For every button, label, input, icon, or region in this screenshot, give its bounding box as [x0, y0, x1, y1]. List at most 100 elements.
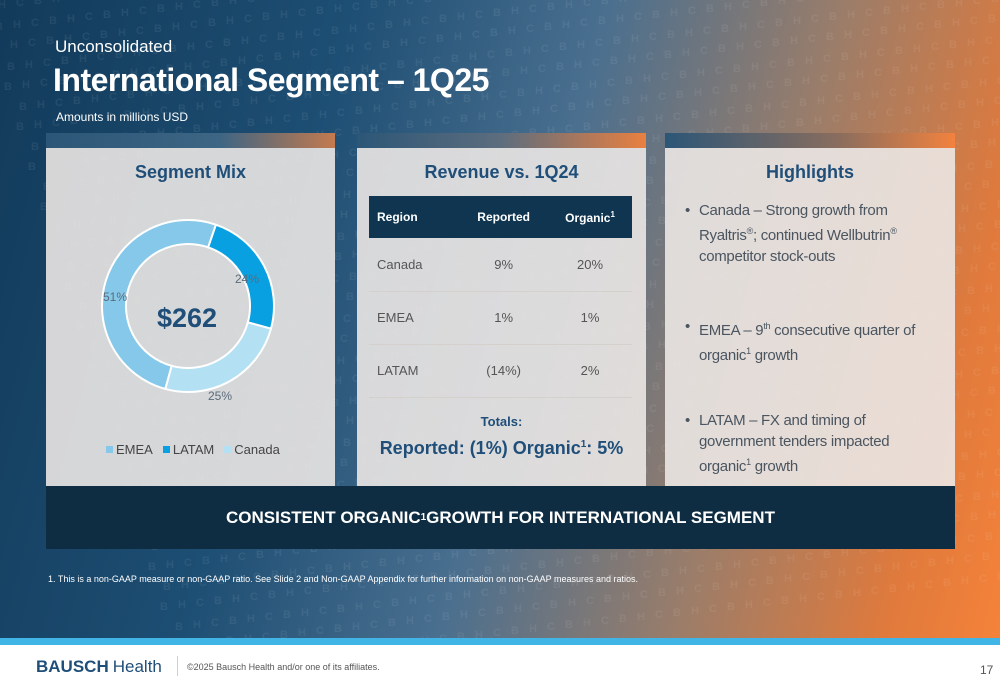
svg-text:C: C: [184, 557, 192, 569]
svg-text:C: C: [865, 7, 873, 19]
svg-text:H: H: [229, 0, 237, 7]
svg-text:H: H: [241, 35, 249, 47]
svg-text:B: B: [652, 381, 660, 393]
svg-text:C: C: [199, 577, 207, 589]
svg-text:C: C: [205, 39, 213, 51]
svg-text:B: B: [664, 49, 672, 61]
svg-text:H: H: [649, 279, 657, 291]
svg-text:B: B: [892, 65, 900, 77]
svg-text:C: C: [973, 0, 981, 7]
svg-text:H: H: [298, 627, 306, 639]
svg-text:C: C: [856, 565, 864, 577]
svg-text:B: B: [157, 3, 165, 15]
svg-text:H: H: [307, 69, 315, 81]
svg-text:C: C: [97, 51, 105, 63]
svg-text:C: C: [160, 105, 168, 117]
highlights-title: Highlights: [766, 162, 854, 182]
svg-text:C: C: [940, 101, 948, 113]
svg-text:H: H: [508, 25, 516, 37]
svg-text:B: B: [265, 0, 273, 3]
svg-text:C: C: [583, 0, 591, 9]
svg-text:B: B: [331, 397, 339, 409]
svg-text:C: C: [973, 367, 981, 379]
svg-text:H: H: [724, 1, 732, 13]
svg-text:B: B: [619, 613, 627, 625]
totals-footnote: 1: [580, 439, 587, 450]
col-organic: Organic1: [548, 196, 632, 238]
svg-text:H: H: [175, 1, 183, 13]
svg-text:B: B: [352, 125, 360, 137]
svg-text:B: B: [310, 543, 318, 555]
svg-text:H: H: [658, 339, 666, 351]
svg-text:B: B: [646, 547, 654, 559]
svg-text:H: H: [355, 601, 363, 613]
svg-text:H: H: [892, 561, 900, 573]
svg-text:B: B: [970, 511, 978, 523]
svg-text:H: H: [625, 571, 633, 583]
svg-text:B: B: [658, 587, 666, 599]
organic-cell: 2%: [548, 344, 632, 398]
svg-text:B: B: [571, 81, 579, 93]
svg-text:B: B: [442, 611, 450, 623]
svg-text:H: H: [304, 89, 312, 101]
svg-text:H: H: [682, 47, 690, 59]
svg-text:C: C: [835, 93, 843, 105]
svg-text:B: B: [877, 543, 885, 555]
svg-text:C: C: [682, 543, 690, 555]
svg-text:H: H: [832, 0, 840, 1]
svg-text:B: B: [16, 121, 24, 133]
highlights-accent-bar: [665, 133, 955, 148]
svg-text:B: B: [214, 595, 222, 607]
svg-text:B: B: [904, 105, 912, 117]
svg-text:B: B: [742, 123, 750, 135]
svg-text:H: H: [409, 595, 417, 607]
svg-text:C: C: [175, 125, 183, 137]
svg-text:B: B: [880, 25, 888, 37]
svg-text:H: H: [844, 29, 852, 41]
svg-text:H: H: [913, 43, 921, 55]
svg-text:H: H: [628, 53, 636, 65]
svg-text:B: B: [334, 623, 342, 635]
page-number: 17: [980, 663, 994, 677]
footer-divider: [177, 656, 178, 676]
svg-text:C: C: [634, 11, 642, 23]
svg-text:B: B: [379, 557, 387, 569]
svg-text:B: B: [895, 45, 903, 57]
svg-text:C: C: [151, 45, 159, 57]
svg-text:C: C: [298, 7, 306, 19]
svg-text:H: H: [970, 263, 978, 275]
svg-text:C: C: [604, 97, 612, 109]
svg-text:B: B: [385, 19, 393, 31]
svg-text:C: C: [766, 79, 774, 91]
svg-text:B: B: [820, 569, 828, 581]
svg-text:C: C: [196, 597, 204, 609]
svg-text:B: B: [943, 577, 951, 589]
svg-text:B: B: [769, 555, 777, 567]
svg-text:C: C: [817, 591, 825, 603]
svg-text:H: H: [901, 3, 909, 15]
svg-text:B: B: [733, 63, 741, 75]
svg-text:B: B: [490, 27, 498, 39]
svg-text:C: C: [340, 333, 348, 345]
svg-text:B: B: [547, 1, 555, 13]
svg-text:B: B: [994, 219, 1000, 231]
svg-text:C: C: [700, 45, 708, 57]
svg-text:B: B: [655, 361, 663, 373]
svg-text:H: H: [451, 549, 459, 561]
region-cell: LATAM: [369, 344, 460, 398]
svg-text:H: H: [250, 95, 258, 107]
svg-text:B: B: [655, 0, 663, 1]
svg-text:C: C: [805, 551, 813, 563]
svg-text:C: C: [871, 585, 879, 597]
svg-text:C: C: [94, 71, 102, 83]
svg-text:C: C: [580, 17, 588, 29]
svg-text:C: C: [961, 327, 969, 339]
canada-pct-label: 25%: [208, 389, 233, 403]
svg-text:B: B: [718, 43, 726, 55]
svg-text:H: H: [91, 93, 99, 105]
svg-text:B: B: [796, 117, 804, 129]
svg-text:C: C: [649, 403, 657, 415]
svg-text:H: H: [454, 31, 462, 43]
svg-text:C: C: [139, 5, 147, 17]
svg-text:H: H: [52, 0, 60, 5]
